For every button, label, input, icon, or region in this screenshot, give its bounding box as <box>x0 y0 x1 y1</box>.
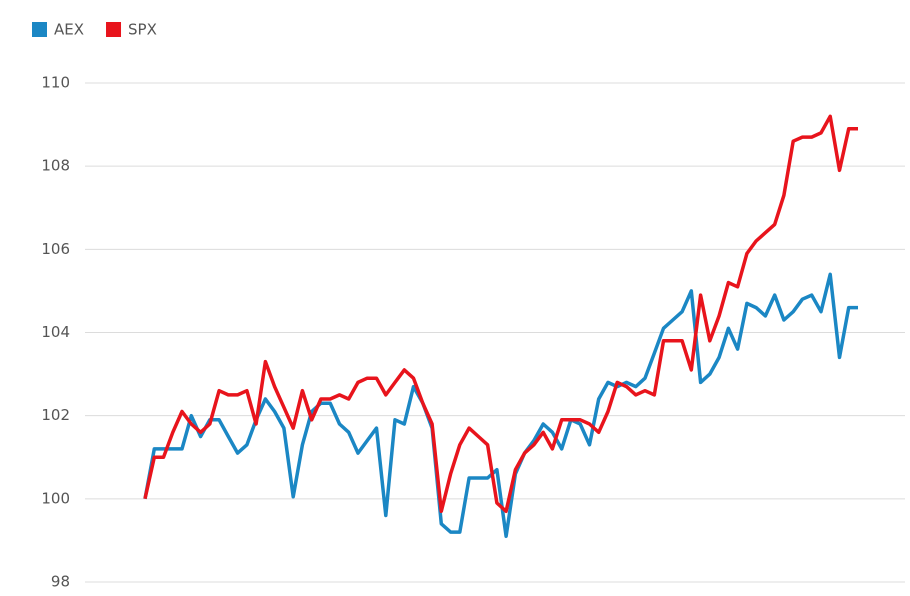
legend-label: AEX <box>54 21 84 39</box>
y-tick-label: 108 <box>41 157 70 175</box>
y-tick-label: 110 <box>41 74 70 92</box>
y-tick-label: 104 <box>41 323 70 341</box>
legend-label: SPX <box>128 21 157 39</box>
y-tick-label: 106 <box>41 240 70 258</box>
line-series <box>143 272 858 539</box>
legend-swatch <box>106 22 122 37</box>
legend-swatch <box>32 22 47 37</box>
line-series <box>143 114 858 514</box>
y-tick-label: 98 <box>51 573 70 591</box>
y-tick-label: 102 <box>41 406 70 424</box>
y-tick-label: 100 <box>41 489 70 507</box>
